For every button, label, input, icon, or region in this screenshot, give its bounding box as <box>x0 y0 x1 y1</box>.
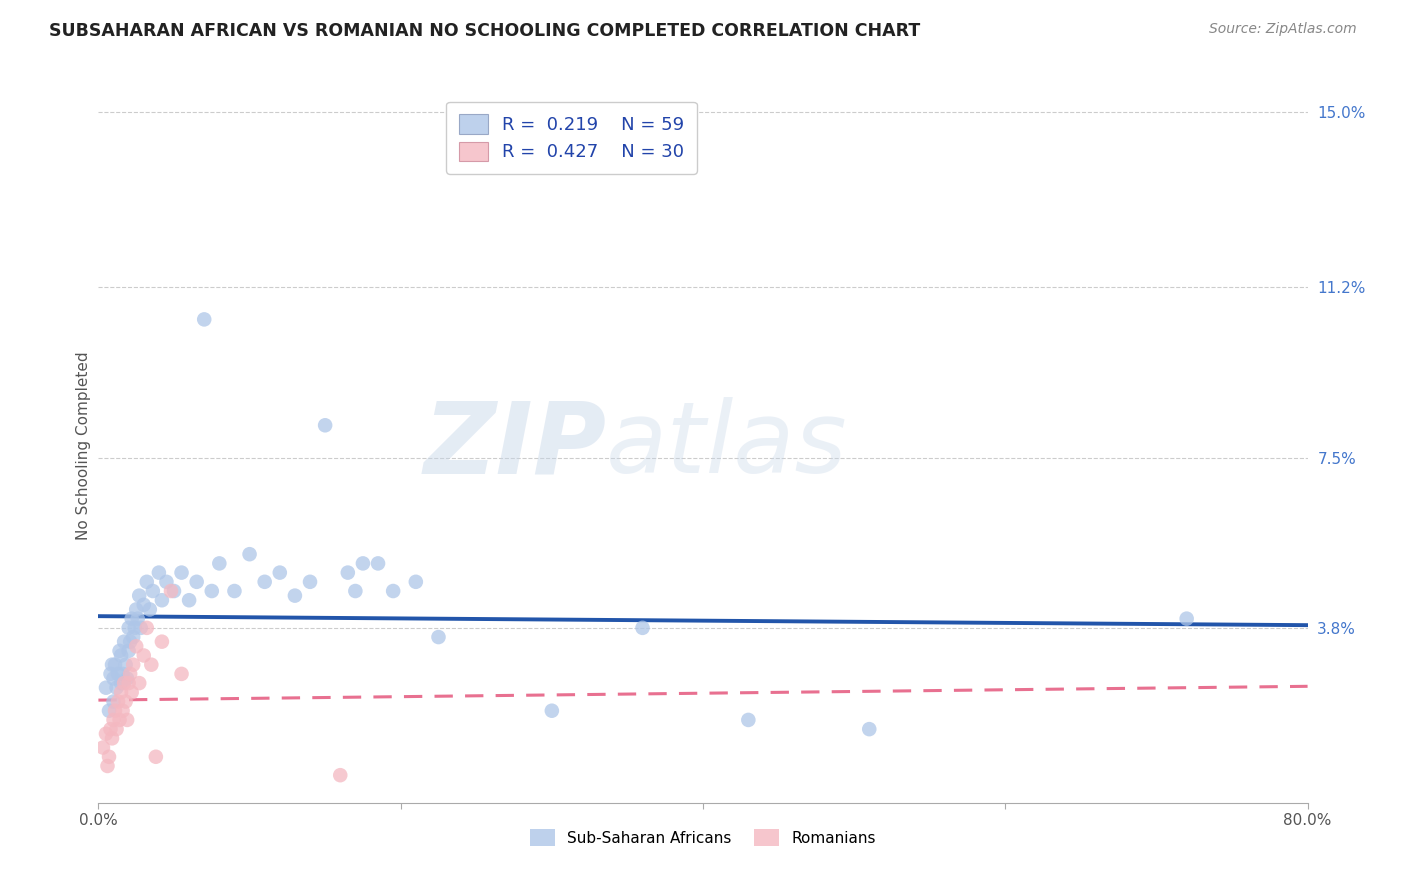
Point <box>150 634 173 648</box>
Point <box>111 704 134 718</box>
Point <box>94 681 117 695</box>
Point <box>103 672 125 686</box>
Point <box>128 676 150 690</box>
Point <box>858 722 880 736</box>
Point <box>135 574 157 589</box>
Point <box>120 634 142 648</box>
Point <box>142 584 165 599</box>
Point <box>114 694 136 708</box>
Point <box>352 557 374 571</box>
Point <box>367 557 389 571</box>
Point <box>329 768 352 782</box>
Point <box>111 666 134 681</box>
Point <box>141 657 163 672</box>
Point <box>104 704 127 718</box>
Point <box>112 676 135 690</box>
Point <box>91 740 114 755</box>
Point <box>208 557 231 571</box>
Legend: Sub-Saharan Africans, Romanians: Sub-Saharan Africans, Romanians <box>524 823 882 852</box>
Point <box>160 584 183 599</box>
Point <box>101 731 124 746</box>
Point <box>125 602 148 616</box>
Point <box>118 644 141 658</box>
Point <box>121 612 143 626</box>
Text: Source: ZipAtlas.com: Source: ZipAtlas.com <box>1209 22 1357 37</box>
Point <box>98 704 121 718</box>
Point <box>100 722 122 736</box>
Point <box>382 584 405 599</box>
Y-axis label: No Schooling Completed: No Schooling Completed <box>76 351 91 541</box>
Point <box>120 666 142 681</box>
Point <box>427 630 450 644</box>
Point <box>129 621 152 635</box>
Text: SUBSAHARAN AFRICAN VS ROMANIAN NO SCHOOLING COMPLETED CORRELATION CHART: SUBSAHARAN AFRICAN VS ROMANIAN NO SCHOOL… <box>49 22 921 40</box>
Point <box>405 574 427 589</box>
Point <box>114 657 136 672</box>
Point <box>132 648 155 663</box>
Point <box>103 713 125 727</box>
Point <box>108 713 131 727</box>
Point <box>269 566 291 580</box>
Point <box>122 657 145 672</box>
Point <box>103 694 125 708</box>
Point <box>135 621 157 635</box>
Point <box>299 574 322 589</box>
Point <box>105 722 128 736</box>
Point <box>150 593 173 607</box>
Text: ZIP: ZIP <box>423 398 606 494</box>
Point <box>201 584 224 599</box>
Point <box>115 713 138 727</box>
Point <box>139 602 162 616</box>
Point <box>1175 612 1198 626</box>
Text: atlas: atlas <box>606 398 848 494</box>
Point <box>118 621 141 635</box>
Point <box>186 574 208 589</box>
Point <box>336 566 359 580</box>
Point <box>122 630 145 644</box>
Point <box>104 657 127 672</box>
Point <box>253 574 276 589</box>
Point <box>737 713 759 727</box>
Point <box>94 727 117 741</box>
Point <box>239 547 262 561</box>
Point <box>179 593 201 607</box>
Point <box>540 704 562 718</box>
Point <box>96 759 118 773</box>
Point <box>224 584 246 599</box>
Point <box>170 566 193 580</box>
Point <box>108 644 131 658</box>
Point <box>127 612 149 626</box>
Point <box>110 648 132 663</box>
Point <box>631 621 654 635</box>
Point <box>155 574 177 589</box>
Point <box>128 589 150 603</box>
Point <box>105 681 128 695</box>
Point <box>314 418 336 433</box>
Point <box>110 685 132 699</box>
Point <box>110 676 132 690</box>
Point <box>163 584 186 599</box>
Point <box>344 584 367 599</box>
Point <box>124 621 146 635</box>
Point <box>193 312 215 326</box>
Point <box>121 685 143 699</box>
Point <box>98 749 121 764</box>
Point <box>107 666 129 681</box>
Point <box>284 589 307 603</box>
Point <box>107 694 129 708</box>
Point <box>100 666 122 681</box>
Point <box>125 640 148 654</box>
Point <box>148 566 170 580</box>
Point <box>118 676 141 690</box>
Point <box>115 672 138 686</box>
Point <box>132 598 155 612</box>
Point <box>101 657 124 672</box>
Point <box>112 634 135 648</box>
Point <box>145 749 167 764</box>
Point <box>170 666 193 681</box>
